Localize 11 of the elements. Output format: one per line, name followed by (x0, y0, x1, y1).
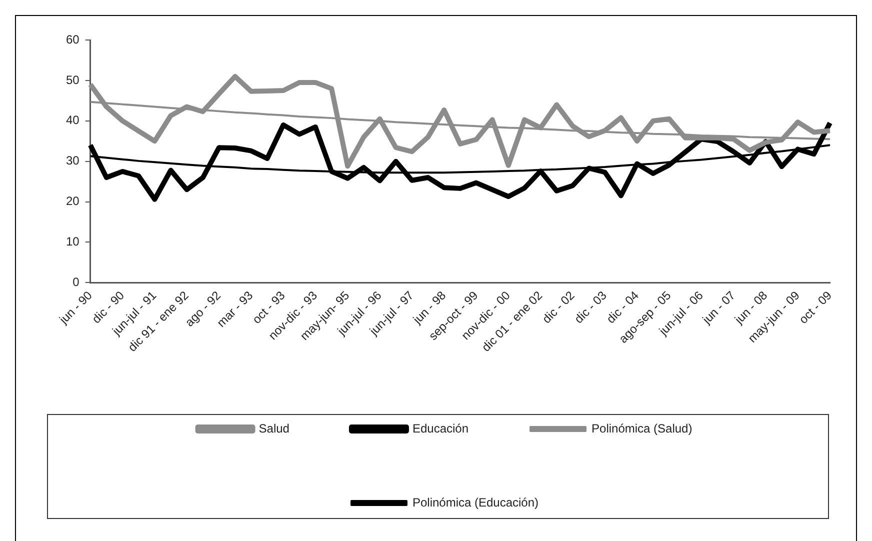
y-tick-label: 60 (66, 32, 80, 46)
y-tick-label: 20 (66, 194, 80, 208)
y-tick-label: 40 (66, 113, 80, 128)
legend-label: Educación (412, 421, 469, 436)
y-tick-label: 10 (66, 234, 80, 249)
y-tick-label: 0 (72, 274, 80, 289)
legend-label: Polinómica (Salud) (592, 421, 692, 436)
legend-label: Polinómica (Educación) (412, 495, 539, 510)
y-tick-label: 30 (66, 154, 80, 168)
legend-label: Salud (258, 421, 290, 436)
y-tick-label: 50 (66, 72, 80, 87)
